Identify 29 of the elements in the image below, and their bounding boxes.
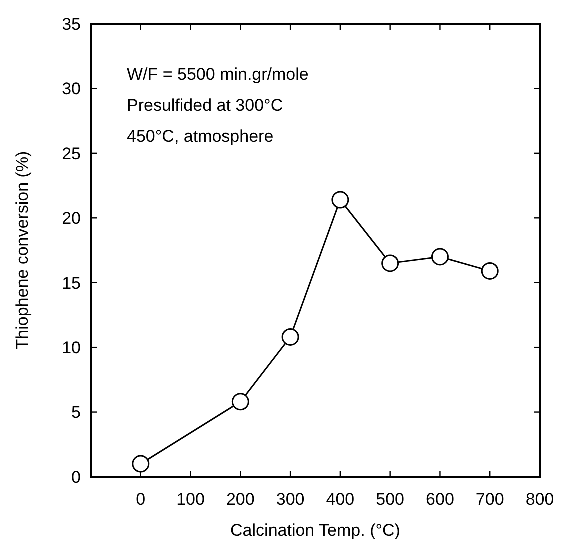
point (431, 248, 449, 266)
annotation: 450°C, atmosphere (127, 127, 274, 146)
point (481, 262, 499, 280)
x-axis-title: Calcination Temp. (°C) (230, 521, 400, 540)
x-tick-label: 300 (276, 490, 305, 509)
x-tick-label: 600 (426, 490, 454, 509)
point (282, 328, 300, 346)
y-tick-label: 20 (62, 209, 81, 228)
point (332, 191, 350, 209)
y-tick-label: 25 (62, 144, 81, 164)
x-tick-label: 400 (326, 490, 355, 509)
x-tick-label: 800 (526, 490, 554, 509)
x-tick-label: 500 (376, 490, 405, 509)
y-tick-label: 15 (62, 274, 81, 293)
x-tick-label: 0 (136, 490, 146, 509)
y-tick-label: 5 (72, 403, 81, 422)
y-tick-label: 10 (62, 338, 81, 358)
point (232, 393, 250, 411)
point (132, 455, 150, 473)
y-tick-label: 30 (62, 80, 81, 99)
point (382, 254, 400, 272)
y-tick-label: 35 (62, 14, 81, 34)
x-tick-label: 100 (176, 490, 205, 509)
annotation: Presulfided at 300°C (127, 96, 284, 115)
y-tick-label: 0 (72, 468, 81, 487)
y-axis-title: Thiophene conversion (%) (13, 151, 32, 350)
x-tick-label: 200 (226, 490, 255, 509)
x-tick-label: 700 (476, 490, 504, 509)
annotation: W/F = 5500 min.gr/mole (127, 65, 309, 84)
